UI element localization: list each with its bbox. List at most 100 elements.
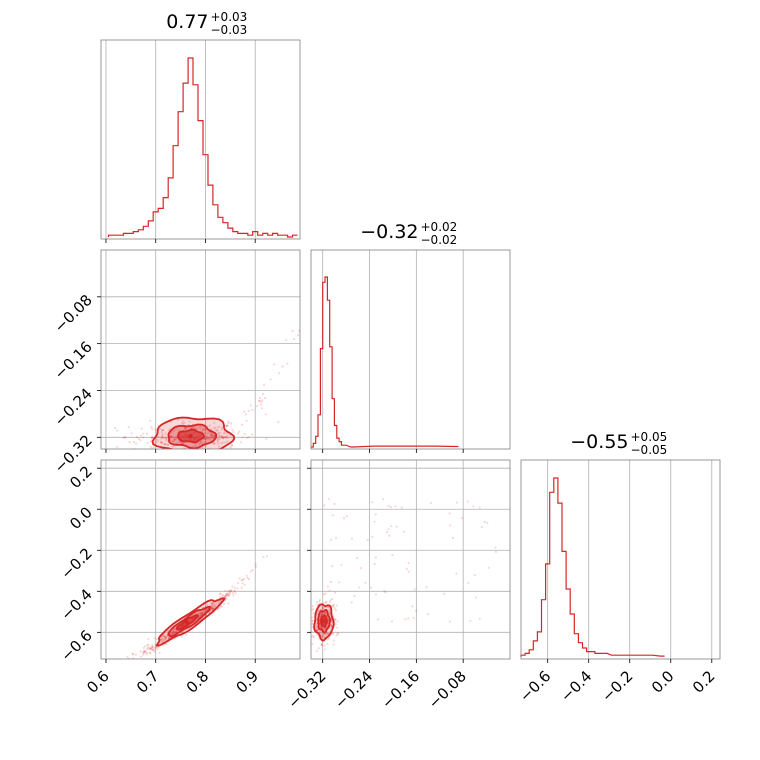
sample-dot bbox=[209, 433, 213, 436]
sample-dot bbox=[359, 566, 362, 570]
x-tick-label: 0.7 bbox=[133, 667, 163, 697]
sample-dot bbox=[175, 427, 178, 430]
sample-dot bbox=[171, 630, 174, 634]
sample-dot bbox=[222, 436, 225, 439]
sample-dot bbox=[260, 400, 263, 403]
sample-dot bbox=[193, 445, 196, 448]
sample-dot bbox=[245, 574, 248, 577]
sample-dot bbox=[164, 636, 167, 639]
sample-points bbox=[311, 497, 498, 662]
sample-dot bbox=[146, 646, 150, 649]
sample-dot bbox=[241, 436, 244, 439]
sample-dot bbox=[199, 612, 203, 615]
sample-dot bbox=[323, 612, 327, 615]
sample-dot bbox=[217, 442, 220, 445]
sample-dot bbox=[185, 633, 188, 636]
sample-dot bbox=[355, 557, 359, 560]
sample-dot bbox=[219, 605, 222, 608]
sample-dot bbox=[230, 589, 233, 592]
sample-dot bbox=[262, 383, 266, 386]
sample-dot bbox=[228, 592, 232, 595]
sample-dot bbox=[319, 625, 322, 628]
sample-dot bbox=[155, 646, 158, 649]
sample-dot bbox=[220, 435, 223, 439]
sample-dot bbox=[210, 607, 213, 610]
y-tick-label: −0.24 bbox=[51, 385, 96, 430]
sample-dot bbox=[236, 587, 239, 590]
sample-dot bbox=[331, 565, 334, 568]
sample-dot bbox=[161, 640, 164, 643]
sample-dot bbox=[320, 613, 323, 616]
sample-dot bbox=[211, 434, 214, 437]
sample-dot bbox=[181, 422, 185, 426]
sample-dot bbox=[337, 632, 340, 636]
sample-dot bbox=[374, 593, 377, 596]
sample-dot bbox=[221, 435, 224, 438]
sample-dot bbox=[200, 451, 202, 453]
sample-dot bbox=[318, 660, 320, 662]
x-tick-label: −0.08 bbox=[425, 667, 470, 712]
x-tick-label: −0.16 bbox=[378, 667, 423, 712]
sample-dot bbox=[316, 628, 319, 631]
sample-dot bbox=[216, 428, 220, 431]
sample-dot bbox=[221, 594, 224, 597]
sample-dot bbox=[220, 426, 224, 429]
sample-dot bbox=[199, 614, 202, 617]
sample-dot bbox=[166, 443, 170, 447]
sample-dot bbox=[160, 436, 163, 439]
sample-dot bbox=[163, 638, 167, 641]
sample-dot bbox=[190, 427, 193, 430]
sample-dot bbox=[132, 440, 135, 444]
sample-dot bbox=[230, 446, 233, 449]
sample-dot bbox=[486, 521, 489, 524]
sample-dot bbox=[188, 420, 191, 423]
sample-dot bbox=[165, 437, 168, 440]
sample-dot bbox=[212, 607, 215, 610]
sample-dot bbox=[218, 596, 221, 599]
sample-dot bbox=[160, 442, 163, 445]
sample-dot bbox=[174, 438, 177, 441]
sample-dot bbox=[224, 441, 227, 444]
sample-dot bbox=[261, 393, 265, 396]
sample-dot bbox=[400, 506, 403, 509]
sample-dot bbox=[227, 420, 230, 423]
sample-dot bbox=[242, 410, 246, 413]
sample-dot bbox=[318, 598, 322, 601]
sample-dot bbox=[395, 525, 398, 528]
sample-dot bbox=[330, 604, 334, 608]
sample-dot bbox=[228, 593, 231, 596]
sample-dot bbox=[322, 593, 326, 596]
sample-dot bbox=[147, 643, 150, 646]
sample-dot bbox=[127, 425, 130, 429]
sample-dot bbox=[225, 592, 228, 596]
sample-dot bbox=[156, 439, 159, 442]
sample-dot bbox=[210, 434, 213, 437]
sample-dot bbox=[216, 439, 219, 442]
sample-dot bbox=[220, 436, 224, 439]
sample-dot bbox=[414, 609, 418, 613]
sample-dot bbox=[315, 649, 318, 653]
sample-dot bbox=[223, 432, 226, 435]
sample-dot bbox=[161, 635, 164, 638]
sample-dot bbox=[321, 635, 324, 639]
sample-dot bbox=[214, 428, 217, 431]
sample-dot bbox=[320, 608, 323, 611]
sample-dot bbox=[161, 428, 164, 431]
sample-dot bbox=[226, 593, 229, 596]
sample-dot bbox=[219, 431, 222, 434]
sample-dot bbox=[199, 442, 203, 445]
sample-dot bbox=[161, 441, 164, 444]
sample-dot bbox=[240, 586, 243, 589]
sample-dot bbox=[231, 585, 234, 588]
sample-dot bbox=[404, 618, 407, 621]
param-lower-error: −0.02 bbox=[421, 233, 458, 247]
panel-border bbox=[100, 459, 301, 660]
sample-dot bbox=[321, 606, 324, 609]
sample-dot bbox=[217, 601, 220, 604]
param-median: −0.55 bbox=[570, 431, 628, 453]
sample-dot bbox=[443, 592, 446, 596]
sample-dot bbox=[211, 605, 214, 609]
sample-dot bbox=[180, 635, 183, 638]
sample-dot bbox=[311, 619, 314, 623]
sample-dot bbox=[320, 613, 323, 616]
